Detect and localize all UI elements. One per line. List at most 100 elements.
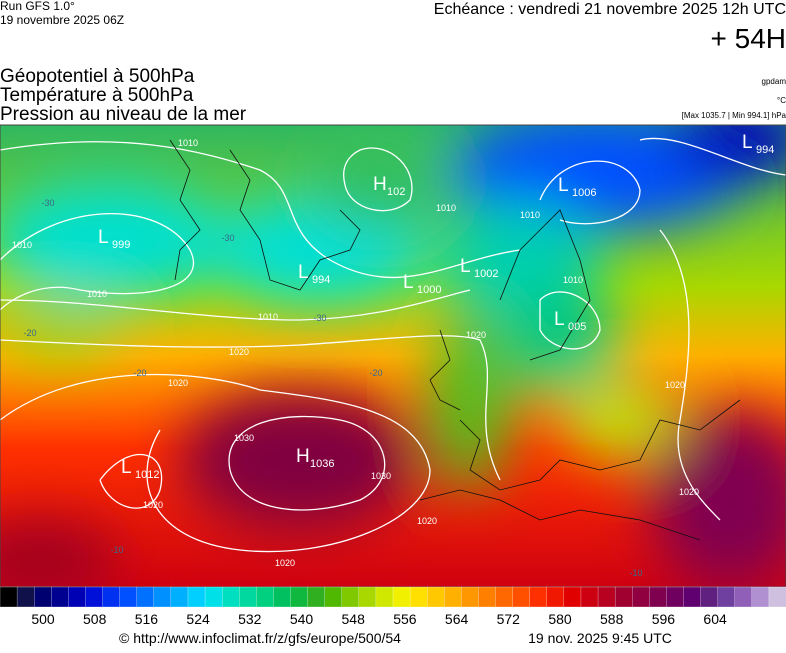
colorbar-swatch: [359, 587, 377, 607]
colorbar-swatch: [188, 587, 206, 607]
center-value: 1002: [474, 268, 498, 280]
range: [Max 1035.7 | Min 994.1] hPa: [682, 111, 786, 120]
temp-label: -30: [41, 198, 54, 208]
colorbar-swatch: [325, 587, 343, 607]
colorbar-label: 580: [548, 611, 572, 627]
colorbar-swatch: [461, 587, 479, 607]
colorbar-swatch: [0, 587, 18, 607]
colorbar-swatch: [649, 587, 667, 607]
run-date: 19 novembre 2025 06Z: [0, 13, 124, 27]
field: Température à 500hPa: [0, 85, 194, 106]
colorbar-swatch: [239, 587, 257, 607]
colorbar-swatch: [564, 587, 582, 607]
colorbar-swatch: [103, 587, 121, 607]
colorbar-swatch: [427, 587, 445, 607]
colorbar-swatch: [256, 587, 274, 607]
colorbar-swatch: [137, 587, 155, 607]
colorbar-label: 516: [135, 611, 159, 627]
isobar-label: 1020: [665, 380, 685, 390]
colorbar-swatch: [290, 587, 308, 607]
colorbar-label: 564: [445, 611, 469, 627]
colorbar-swatch: [701, 587, 719, 607]
center-type: L: [98, 227, 109, 248]
run: Run GFS 1.0°: [0, 0, 75, 13]
isobar-label: 1020: [168, 378, 188, 388]
isobar-label: 1010: [563, 275, 583, 285]
center-type: L: [403, 272, 414, 293]
isobar-label: 1010: [520, 210, 540, 220]
echeance: Echéance : vendredi 21 novembre 2025 12h…: [434, 1, 786, 18]
colorbar-swatch: [171, 587, 189, 607]
colorbar-swatch: [376, 587, 394, 607]
center-value: 102: [387, 186, 405, 198]
colorbar-swatch: [85, 587, 103, 607]
colorbar-swatch: [513, 587, 531, 607]
center-value: 1012: [135, 469, 159, 481]
center-type: H: [373, 174, 387, 195]
colorbar-label: 540: [290, 611, 314, 627]
colorbar-swatch: [752, 587, 770, 607]
colorbar-swatch: [154, 587, 172, 607]
colorbar-label: 596: [652, 611, 676, 627]
isobar-label: 1020: [229, 347, 249, 357]
colorbar-swatch: [478, 587, 496, 607]
isobar-label: 1020: [143, 500, 163, 510]
temp-label: -10: [629, 568, 642, 578]
colorbar-swatch: [683, 587, 701, 607]
isobar-label: 1010: [87, 289, 107, 299]
field: Pression au niveau de la mer: [0, 104, 247, 125]
colorbar-swatch: [581, 587, 599, 607]
isobar-label: 1010: [436, 203, 456, 213]
colorbar-swatch: [68, 587, 86, 607]
lead: + 54H: [711, 23, 786, 54]
unit-geo: gpdam: [762, 77, 786, 86]
colorbar-label: 524: [186, 611, 210, 627]
colorbar-label: 532: [238, 611, 262, 627]
field: Géopotentiel à 500hPa: [0, 66, 195, 87]
center-value: 1000: [417, 284, 441, 296]
center-type: L: [742, 132, 753, 153]
center-type: L: [554, 309, 565, 330]
colorbar-swatch: [444, 587, 462, 607]
colorbar-swatch: [393, 587, 411, 607]
colorbar-swatch: [496, 587, 514, 607]
isobar-label: 1010: [178, 138, 198, 148]
colorbar-swatch: [598, 587, 616, 607]
unit-temp: °C: [777, 96, 786, 105]
temp-label: -20: [133, 368, 146, 378]
temp-label: -30: [313, 313, 326, 323]
colorbar-swatch: [17, 587, 35, 607]
colorbar-swatch: [342, 587, 360, 607]
colorbar-swatch: [769, 587, 786, 607]
center-value: 994: [756, 144, 774, 156]
isobar-label: 1020: [417, 516, 437, 526]
footer-time: 19 nov. 2025 9:45 UTC: [528, 630, 672, 646]
isobar-label: 1020: [466, 330, 486, 340]
center-value: 999: [112, 239, 130, 251]
colorbar-swatch: [222, 587, 240, 607]
temp-label: -20: [369, 368, 382, 378]
colorbar-swatch: [308, 587, 326, 607]
center-type: L: [558, 175, 569, 196]
colorbar-label: 604: [703, 611, 727, 627]
center-value: 1036: [310, 458, 334, 470]
isobar-label: 1020: [275, 558, 295, 568]
colorbar-label: 500: [31, 611, 55, 627]
center-type: H: [296, 446, 310, 467]
colorbar-label: 548: [342, 611, 366, 627]
colorbar-swatch: [735, 587, 753, 607]
colorbar-label: 572: [497, 611, 521, 627]
colorbar-label: 508: [83, 611, 107, 627]
isobar-label: 1010: [12, 240, 32, 250]
center-value: 1006: [572, 187, 596, 199]
colorbar-label: 588: [600, 611, 624, 627]
colorbar-swatch: [632, 587, 650, 607]
colorbar-swatch: [34, 587, 52, 607]
temp-label: -10: [110, 545, 123, 555]
map: [0, 100, 786, 600]
center-type: L: [460, 256, 471, 277]
center-value: 994: [312, 274, 330, 286]
temp-label: -20: [23, 328, 36, 338]
footer-url: © http://www.infoclimat.fr/z/gfs/europe/…: [119, 630, 401, 646]
